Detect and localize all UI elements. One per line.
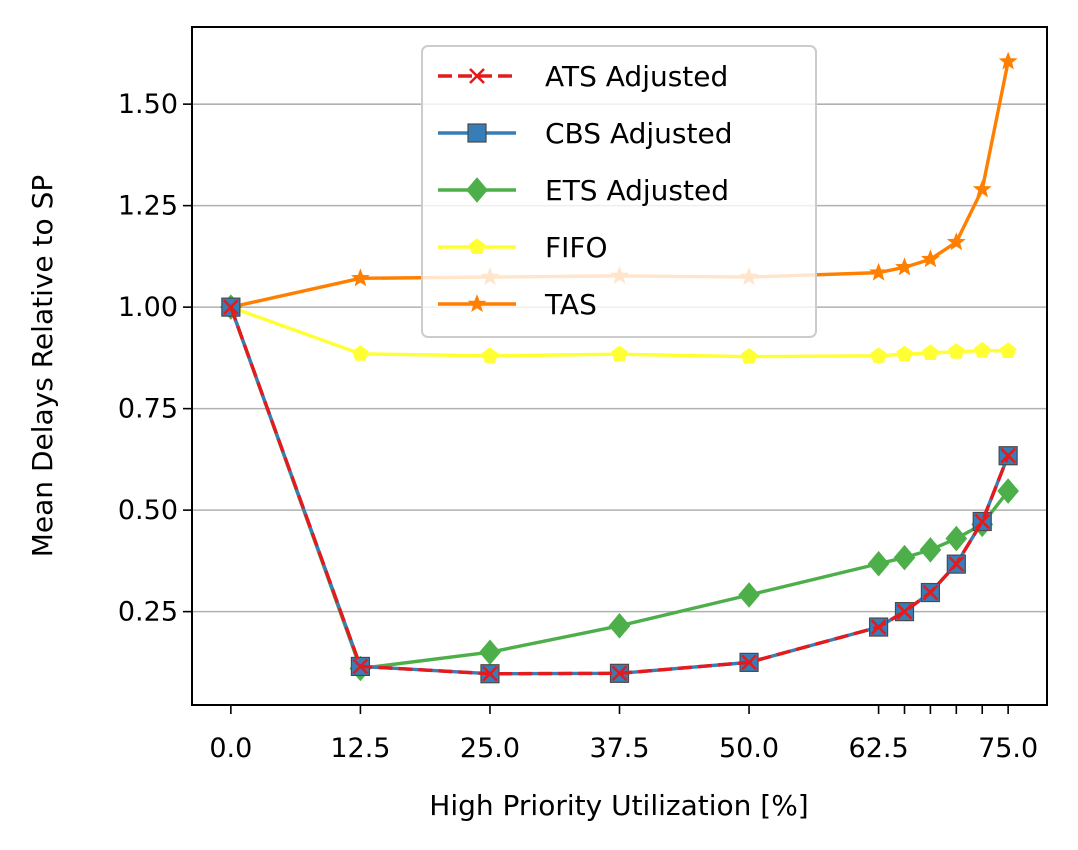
data-point-tas — [920, 249, 940, 268]
data-point-ats-adjusted — [922, 584, 939, 601]
data-point-ets-adjusted — [867, 550, 890, 577]
x-tick-label: 12.5 — [330, 733, 390, 764]
data-point-tas — [350, 268, 370, 287]
data-point-ets-adjusted — [945, 525, 968, 552]
data-point-fifo — [611, 345, 628, 362]
data-point-ets-adjusted — [608, 613, 631, 639]
y-tick-label: 0.50 — [118, 495, 178, 526]
y-tick-label: 1.50 — [118, 89, 178, 120]
legend-label: FIFO — [545, 231, 608, 264]
data-point-ets-adjusted — [919, 537, 942, 563]
data-point-ats-adjusted — [222, 299, 239, 316]
y-axis-label: Mean Delays Relative to SP — [26, 175, 59, 557]
data-point-ets-adjusted — [738, 582, 760, 608]
x-marker-stroke — [870, 619, 887, 635]
legend-entry-fifo: FIFO — [438, 231, 608, 264]
x-marker-stroke — [611, 665, 628, 682]
x-marker-stroke — [482, 665, 498, 682]
x-marker-stroke — [352, 658, 369, 675]
x-tick-label: 62.5 — [849, 733, 909, 764]
data-point-ats-adjusted — [1000, 447, 1017, 464]
legend: ATS Adjusted CBS Adjusted ETS Adjusted FIFO… — [421, 45, 817, 338]
axes: 0.25 0.50 0.75 1.00 1.25 1.50 0.0 12.5 25.0 37.5 5… — [118, 89, 1038, 764]
y-tick-label: 0.25 — [118, 597, 178, 628]
x-marker-stroke — [948, 556, 965, 573]
data-point-ats-adjusted — [870, 619, 887, 635]
legend-entry-ats-adjusted: ATS Adjusted — [438, 60, 728, 93]
data-point-tas — [946, 232, 966, 251]
legend-label: TAS — [544, 288, 597, 321]
legend-label: ATS Adjusted — [545, 60, 728, 93]
legend-entry-cbs-adjusted: CBS Adjusted — [438, 117, 732, 150]
y-tick-label: 1.25 — [118, 191, 178, 222]
x-tick-label: 37.5 — [589, 733, 649, 764]
legend-swatch-marker — [467, 294, 487, 313]
x-marker-stroke — [974, 513, 991, 530]
x-tick-label: 25.0 — [460, 733, 520, 764]
legend-entry-tas: TAS — [438, 288, 597, 321]
data-point-ats-adjusted — [741, 654, 757, 671]
y-tick-label: 0.75 — [118, 394, 178, 425]
data-point-ets-adjusted — [893, 544, 916, 571]
data-point-ets-adjusted — [479, 639, 501, 665]
legend-label: ETS Adjusted — [545, 174, 729, 207]
x-marker-stroke — [896, 603, 913, 620]
data-point-ats-adjusted — [611, 665, 628, 682]
legend-frame — [421, 45, 817, 338]
data-point-fifo — [481, 347, 499, 363]
data-point-fifo — [896, 345, 913, 362]
data-point-fifo — [870, 347, 887, 363]
x-marker-stroke — [741, 654, 757, 671]
legend-label: CBS Adjusted — [545, 117, 732, 150]
data-point-tas — [972, 179, 992, 198]
x-tick-label: 0.0 — [209, 733, 252, 764]
data-point-fifo — [999, 342, 1017, 358]
x-tick-label: 50.0 — [719, 733, 779, 764]
series-ats-adjusted — [222, 299, 1017, 682]
data-point-tas — [895, 257, 914, 276]
data-point-fifo — [740, 348, 758, 364]
data-point-ats-adjusted — [482, 665, 498, 682]
legend-swatch-marker — [468, 238, 486, 254]
data-point-ats-adjusted — [896, 603, 913, 620]
data-point-fifo — [352, 345, 369, 361]
y-tick-label: 1.00 — [118, 292, 178, 323]
data-point-ets-adjusted — [997, 478, 1019, 504]
data-point-fifo — [922, 344, 939, 360]
x-marker-stroke — [1000, 447, 1017, 464]
x-marker-stroke — [222, 299, 239, 316]
x-marker-stroke — [469, 68, 485, 84]
x-marker-stroke — [922, 584, 939, 601]
data-point-tas — [869, 262, 889, 281]
data-point-ats-adjusted — [974, 513, 991, 530]
x-tick-label: 75.0 — [978, 733, 1038, 764]
data-point-ats-adjusted — [352, 658, 369, 675]
legend-swatch-marker — [466, 177, 488, 203]
legend-entry-ets-adjusted: ETS Adjusted — [438, 174, 729, 207]
legend-swatch-marker — [469, 68, 485, 84]
series-fifo — [222, 298, 1017, 364]
data-point-fifo — [974, 341, 991, 358]
data-point-ats-adjusted — [948, 556, 965, 573]
legend-swatch-marker — [467, 123, 487, 143]
series-group — [220, 51, 1019, 684]
data-point-fifo — [948, 343, 965, 359]
x-axis-label: High Priority Utilization [%] — [429, 789, 808, 822]
data-point-tas — [998, 51, 1018, 70]
